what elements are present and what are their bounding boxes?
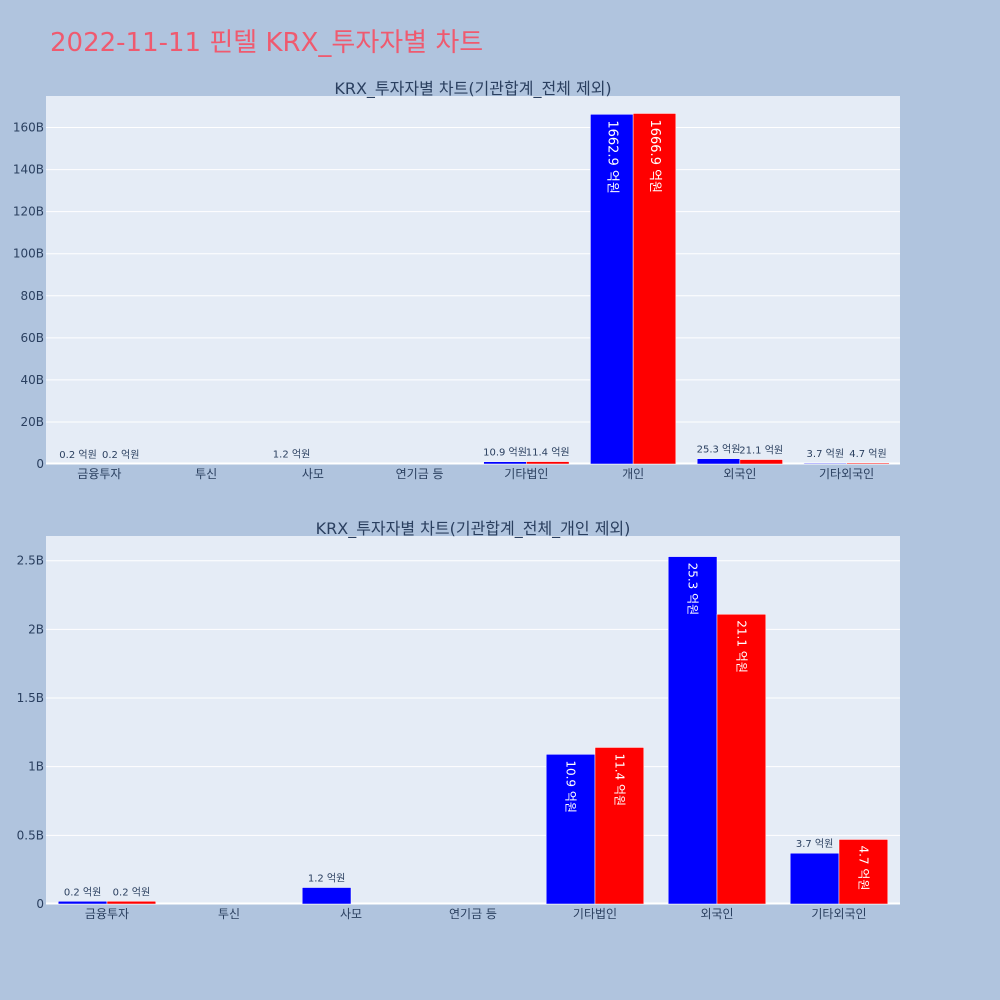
- data-label: 0.2 억원: [113, 886, 150, 898]
- y-tick-label: 60B: [20, 331, 44, 345]
- bar: [632, 113, 677, 465]
- data-label: 3.7 억원: [807, 448, 844, 460]
- chart-bottom: KRX_투자자별 차트(기관합계_전체_개인 제외) 0 0.5B 1B 1.5B 2B…: [17, 519, 900, 921]
- data-label: 1.2 억원: [308, 873, 345, 885]
- x-tick-label: 기타법인: [573, 907, 617, 921]
- y-tick-label: 0.5B: [17, 828, 44, 842]
- data-label: 21.1 억원: [734, 620, 748, 673]
- data-label: 4.7 억원: [856, 845, 870, 890]
- data-label: 10.9 억원: [483, 447, 527, 459]
- plot-area: [46, 96, 900, 464]
- data-label: 11.4 억원: [612, 753, 626, 806]
- data-label: 10.9 억원: [564, 760, 578, 813]
- chart-top: KRX_투자자별 차트(기관합계_전체 제외) 0 20B 40B 60B 80B 100…: [13, 79, 900, 481]
- data-label: 0.2 억원: [102, 449, 139, 461]
- data-label: 25.3 억원: [686, 563, 700, 616]
- bar: [838, 839, 889, 905]
- x-tick-label: 외국인: [723, 467, 756, 481]
- y-tick-label: 20B: [20, 415, 44, 429]
- chart-top-title: KRX_투자자별 차트(기관합계_전체 제외): [334, 79, 611, 99]
- x-tick-label: 투신: [195, 467, 217, 481]
- x-tick-label: 기타외국인: [819, 467, 874, 481]
- x-tick-label: 연기금 등: [396, 467, 444, 481]
- bar: [846, 462, 890, 465]
- x-tick-label: 금융투자: [85, 907, 129, 921]
- bar: [803, 462, 847, 465]
- x-tick-label: 기타법인: [504, 467, 548, 481]
- data-label: 4.7 억원: [849, 448, 886, 460]
- chart-bottom-title: KRX_투자자별 차트(기관합계_전체_개인 제외): [316, 519, 631, 539]
- data-label: 1662.9 억원: [604, 120, 619, 194]
- bar: [716, 614, 767, 905]
- y-tick-label: 0: [36, 897, 44, 911]
- x-tick-label: 사모: [302, 467, 324, 481]
- x-tick-label: 금융투자: [77, 467, 121, 481]
- x-tick-label: 개인: [622, 467, 644, 481]
- bar: [739, 459, 783, 465]
- x-tick-label: 기타외국인: [811, 907, 866, 921]
- y-tick-label: 120B: [13, 205, 44, 219]
- bar: [590, 114, 634, 465]
- y-tick-label: 2.5B: [17, 554, 44, 568]
- x-tick-label: 외국인: [700, 907, 733, 921]
- bar: [106, 901, 157, 905]
- y-tick-label: 2B: [28, 622, 44, 636]
- plot-area: [46, 536, 900, 904]
- data-label: 1666.9 억원: [647, 119, 662, 193]
- data-label: 3.7 억원: [796, 838, 833, 850]
- bar: [57, 901, 108, 905]
- bar: [789, 852, 840, 905]
- bar: [696, 458, 741, 465]
- data-label: 0.2 억원: [59, 449, 96, 461]
- x-tick-label: 투신: [218, 907, 240, 921]
- data-label: 1.2 억원: [273, 449, 310, 461]
- y-tick-label: 40B: [20, 373, 44, 387]
- bar: [594, 747, 645, 905]
- y-tick-label: 0: [36, 457, 44, 471]
- y-tick-label: 80B: [20, 289, 44, 303]
- y-tick-label: 1B: [28, 760, 44, 774]
- bar: [545, 754, 596, 905]
- y-tick-label: 140B: [13, 163, 44, 177]
- page-title: 2022-11-11 핀텔 KRX_투자자별 차트: [50, 28, 484, 58]
- y-tick-label: 1.5B: [17, 691, 44, 705]
- y-tick-label: 160B: [13, 121, 44, 135]
- data-label: 21.1 억원: [739, 445, 783, 457]
- bar: [301, 887, 352, 905]
- data-label: 11.4 억원: [526, 447, 570, 459]
- x-tick-label: 사모: [340, 907, 362, 921]
- bar: [526, 461, 570, 465]
- data-label: 25.3 억원: [697, 444, 741, 456]
- y-tick-label: 100B: [13, 247, 44, 261]
- data-label: 0.2 억원: [64, 886, 101, 898]
- bar: [483, 461, 527, 465]
- x-tick-label: 연기금 등: [449, 907, 497, 921]
